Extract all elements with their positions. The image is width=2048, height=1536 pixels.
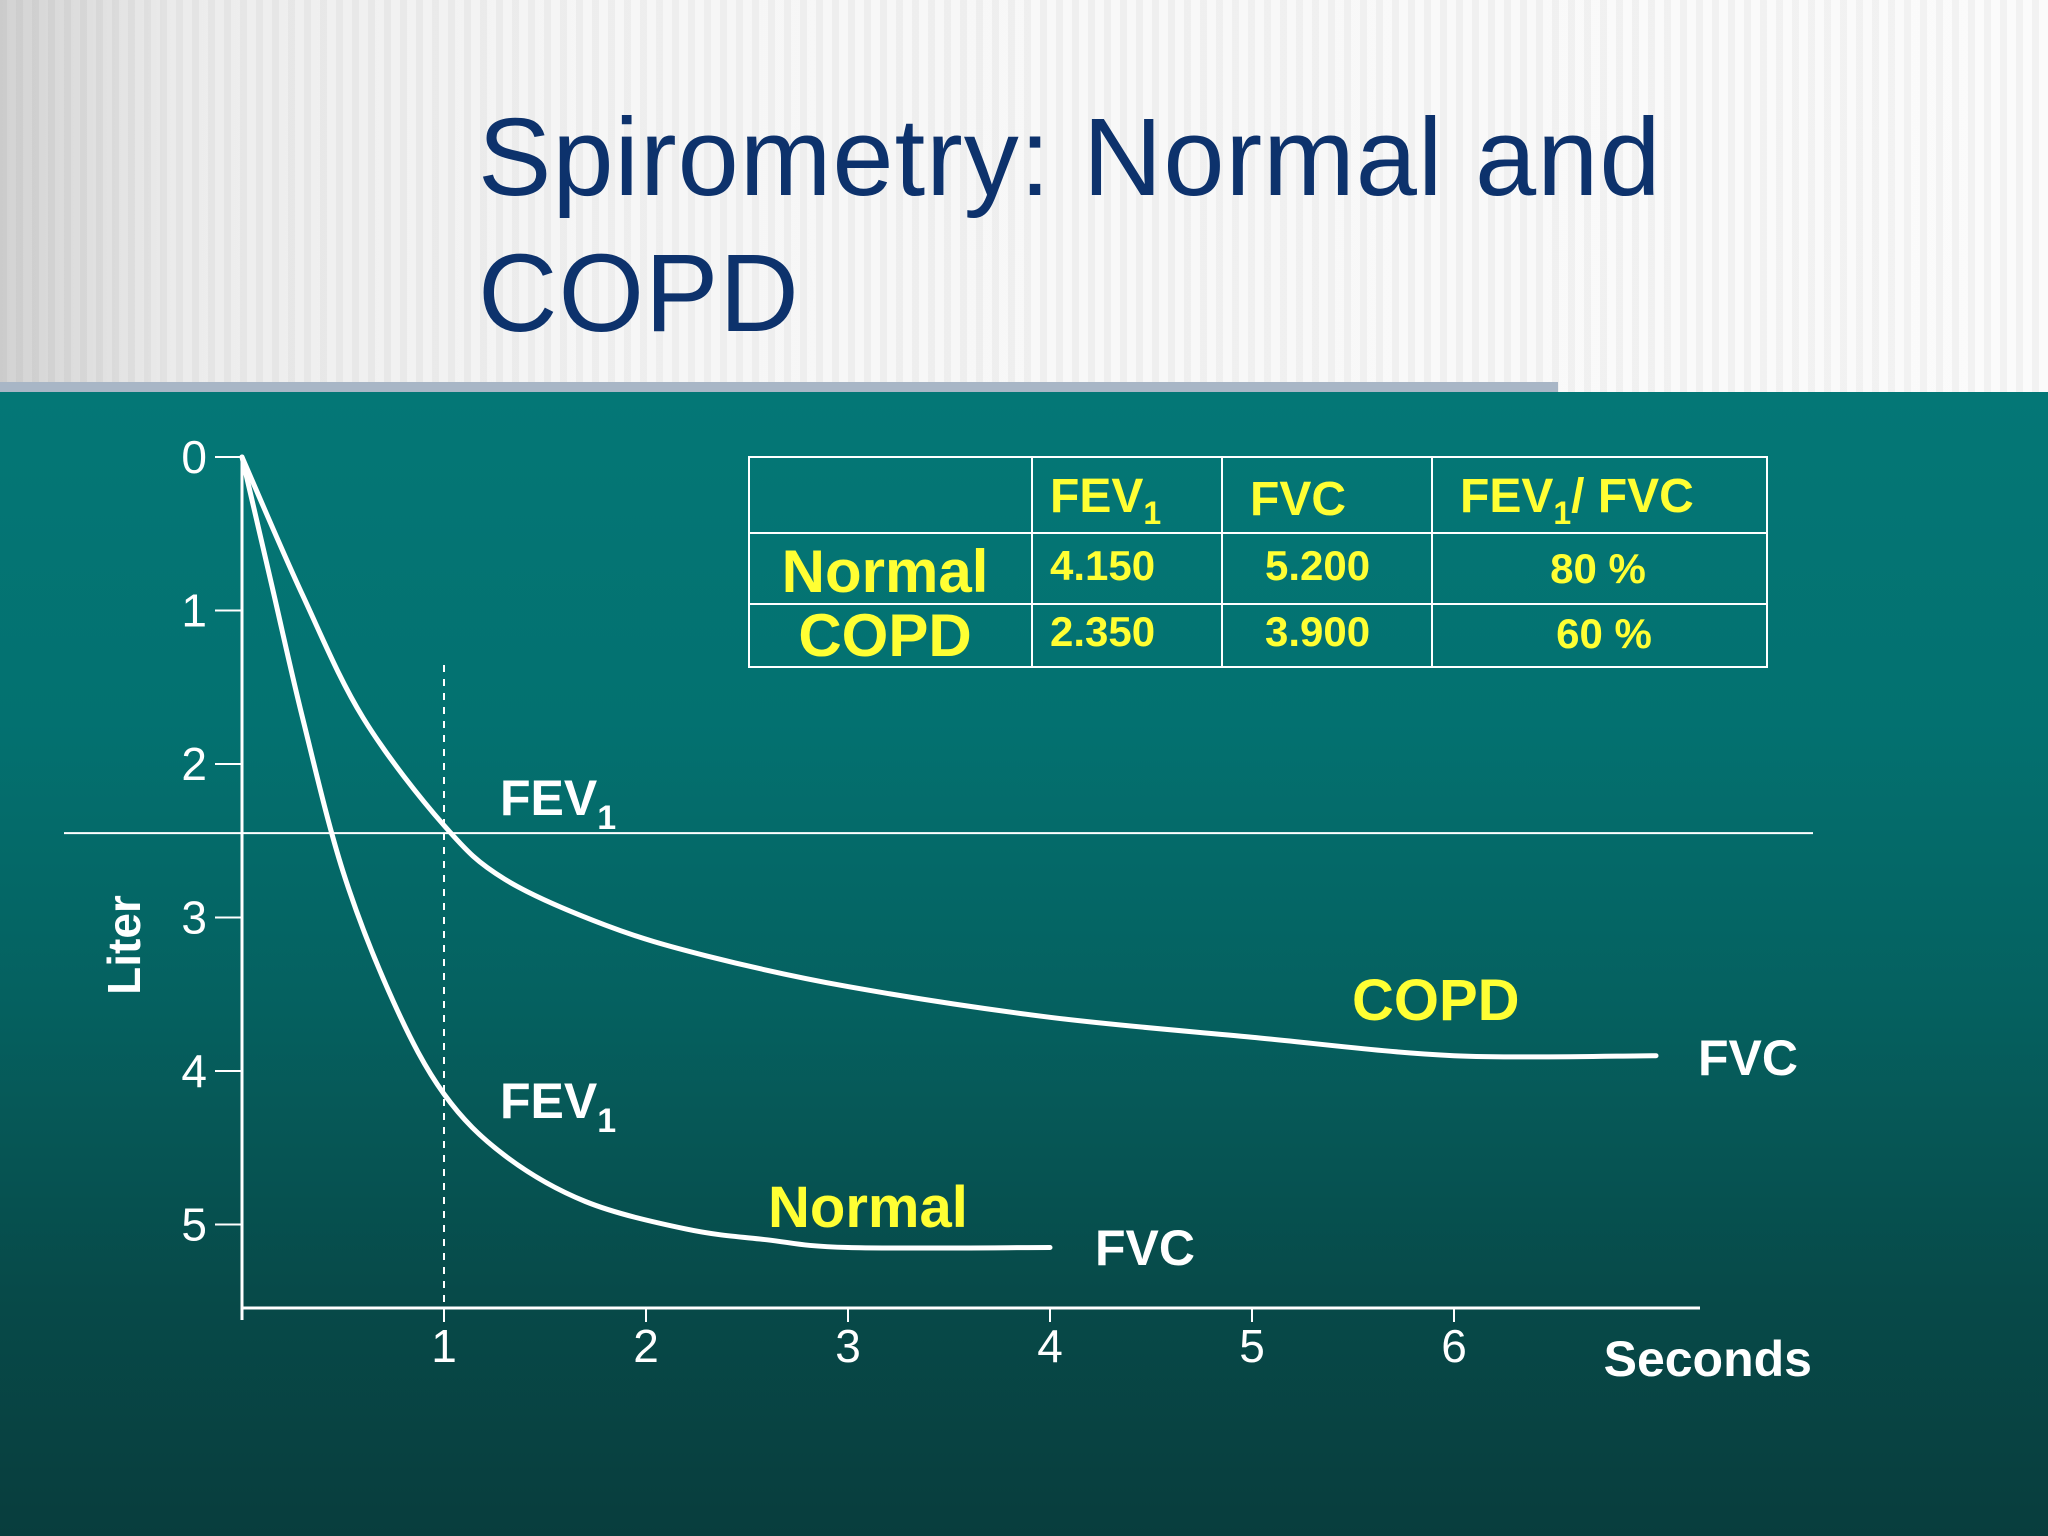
x-axis-label: Seconds — [1604, 1331, 1812, 1387]
copd-fvc-label: FVC — [1698, 1030, 1798, 1086]
y-tick-label: 5 — [181, 1199, 207, 1251]
normal-fvc-label: FVC — [1095, 1220, 1195, 1276]
slide-title-line-1: Spirometry: Normal and — [478, 96, 1662, 219]
slide-title-line-2: COPD — [478, 232, 800, 355]
x-tick-label: 6 — [1441, 1320, 1467, 1372]
y-axis-label: Liter — [98, 895, 150, 995]
copd-series-label: COPD — [1352, 968, 1520, 1033]
y-tick-label: 3 — [181, 892, 207, 944]
x-tick-label: 5 — [1239, 1320, 1265, 1372]
y-tick-label: 1 — [181, 585, 207, 637]
table-cell: 5.200 — [1265, 542, 1370, 589]
x-tick-label: 2 — [633, 1320, 659, 1372]
x-tick-label: 1 — [431, 1320, 457, 1372]
fev1-normal-annotation: FEV1 — [500, 1073, 616, 1140]
table-cell: 2.350 — [1050, 608, 1155, 655]
series-line-copd — [239, 454, 1659, 1060]
series-line-normal — [239, 454, 1053, 1251]
spirometry-table — [748, 456, 1768, 668]
table-header-fev1: FEV1 — [1050, 470, 1161, 531]
table-cell: 80 % — [1550, 545, 1646, 592]
table-header-ratio: FEV1/ FVC — [1460, 470, 1694, 531]
chart-area-background — [0, 392, 2048, 1536]
fev1-copd-annotation: FEV1 — [500, 770, 616, 837]
slide-title: Spirometry: Normal and COPD — [478, 90, 1662, 362]
table-header-fvc: FVC — [1250, 473, 1346, 526]
x-tick-label: 4 — [1037, 1320, 1063, 1372]
normal-series-label: Normal — [768, 1175, 968, 1240]
table-row-label-normal: Normal — [782, 538, 989, 605]
table-border — [748, 456, 1768, 668]
y-tick-label: 2 — [181, 738, 207, 790]
header-divider — [0, 382, 1558, 392]
table-cell: 4.150 — [1050, 542, 1155, 589]
table-cell: 60 % — [1556, 610, 1652, 657]
y-tick-label: 4 — [181, 1045, 207, 1097]
y-tick-label: 0 — [181, 431, 207, 483]
table-cell: 3.900 — [1265, 608, 1370, 655]
slide-header: Spirometry: Normal and COPD — [0, 0, 2048, 392]
x-tick-label: 3 — [835, 1320, 861, 1372]
table-row-label-copd: COPD — [798, 602, 971, 669]
